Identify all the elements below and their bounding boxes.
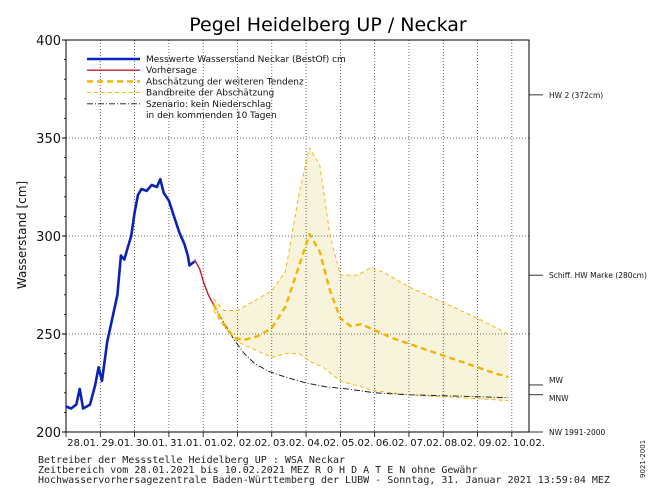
chart-title: Pegel Heidelberg UP / Neckar: [189, 14, 467, 36]
y-tick-label: 300: [36, 230, 61, 245]
y-tick-label: 200: [36, 426, 61, 441]
legend: Messwerte Wasserstand Neckar (BestOf) cm…: [87, 55, 346, 121]
series-layer: [65, 147, 509, 410]
legend-label: Abschätzung der weiteren Tendenz: [146, 77, 304, 87]
series-line: [65, 177, 196, 410]
x-tick-label: 30.01.: [136, 438, 168, 449]
x-tick-label: 07.02.: [410, 438, 442, 449]
footer-line-2: Zeitbereich vom 28.01.2021 bis 10.02.202…: [38, 465, 478, 476]
reference-label: NW 1991-2000: [549, 428, 606, 437]
footer-line-1: Betreiber der Messstelle Heidelberg UP :…: [38, 455, 345, 466]
series-line: [213, 310, 509, 402]
series-line: [213, 147, 509, 335]
x-tick-label: 06.02.: [376, 438, 408, 449]
footer-line-3: Hochwasservorhersagezentrale Baden-Württ…: [38, 475, 610, 486]
x-tick-label: 01.02.: [204, 438, 236, 449]
legend-label: Szenario: kein Niederschlag: [146, 100, 271, 110]
x-tick-label: 02.02.: [239, 438, 271, 449]
legend-label: Messwerte Wasserstand Neckar (BestOf) cm: [146, 55, 346, 65]
y-axis-label: Wasserstand [cm]: [15, 181, 29, 289]
x-tick-label: 29.01.: [102, 438, 134, 449]
reference-label: Schiff. HW Marke (280cm): [549, 271, 647, 280]
series-line: [213, 304, 509, 399]
legend-label: Vorhersage: [146, 66, 197, 76]
x-tick-label: 05.02.: [342, 438, 374, 449]
grid-layer: [66, 40, 529, 432]
x-tick-label: 31.01.: [170, 438, 202, 449]
reference-label: MNW: [549, 394, 569, 403]
reference-label: MW: [549, 376, 563, 385]
reference-lines: HW 2 (372cm) Schiff. HW Marke (280cm) MW MN…: [529, 91, 647, 437]
series-line: [212, 232, 509, 379]
side-code: 9021-2001: [639, 440, 647, 478]
x-tick-label: 04.02.: [307, 438, 339, 449]
series-line: [193, 259, 215, 305]
x-tick-label: 08.02.: [445, 438, 477, 449]
y-tick-label: 400: [36, 34, 61, 49]
legend-label: Bandbreite der Abschätzung: [146, 89, 274, 99]
reference-label: HW 2 (372cm): [549, 91, 603, 100]
x-tick-label: 10.02.: [513, 438, 545, 449]
x-tick-label: 03.02.: [273, 438, 305, 449]
x-tick-label: 09.02.: [479, 438, 511, 449]
x-tick-label: 28.01.: [67, 438, 99, 449]
legend-label: in den kommenden 10 Tagen: [146, 111, 277, 121]
band-layer: [213, 147, 509, 401]
y-tick-label: 350: [36, 132, 61, 147]
uncertainty-band: [213, 147, 509, 401]
y-tick-label: 250: [36, 328, 61, 343]
